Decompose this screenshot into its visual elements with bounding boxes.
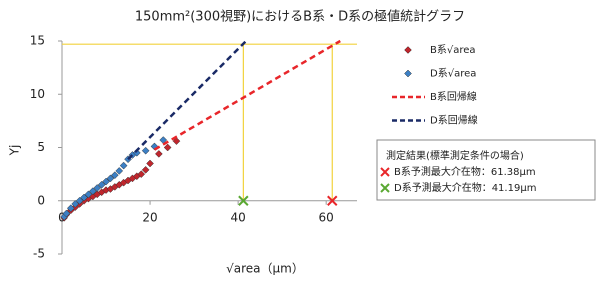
point (141, 166, 150, 174)
legend-swatch (404, 46, 412, 54)
point (106, 174, 115, 183)
y-tick-label: 5 (37, 140, 45, 154)
point (110, 171, 119, 180)
legend-label: B系回帰線 (430, 90, 477, 103)
x-tick-label: 60 (319, 211, 334, 225)
results-title: 測定結果(標準測定条件の場合) (386, 149, 524, 162)
x-tick-label: 40 (230, 211, 245, 225)
y-tick-label: 10 (30, 87, 45, 101)
point (163, 143, 172, 152)
predicted-marker (327, 195, 338, 206)
point (137, 170, 146, 178)
point (93, 184, 102, 192)
legend-label: D系√area (430, 68, 476, 80)
y-tick-label: 15 (30, 34, 45, 48)
point (97, 180, 106, 189)
point (88, 187, 97, 196)
predicted-marker (238, 195, 249, 206)
point (71, 200, 80, 208)
point (75, 196, 84, 205)
point (66, 204, 75, 213)
results-box (376, 139, 596, 201)
x-tick-label: 20 (142, 211, 157, 225)
point (80, 193, 88, 202)
result-text: D系予測最大介在物：41.19μm (394, 181, 536, 194)
x-axis-label: √area（μm） (226, 262, 304, 276)
legend-label: B系√area (430, 44, 476, 56)
y-tick-label: 0 (37, 193, 45, 207)
y-tick-label: -5 (33, 247, 45, 261)
point (119, 161, 128, 170)
point (150, 142, 159, 151)
regression-line (153, 39, 341, 151)
legend-label: D系回帰線 (430, 114, 478, 127)
point (155, 150, 163, 158)
point (62, 209, 71, 218)
legend-swatch (404, 69, 412, 78)
result-icon (380, 183, 390, 193)
point (115, 167, 124, 175)
regression-line (127, 40, 247, 161)
point (141, 146, 150, 155)
point (84, 190, 93, 199)
result-text: B系予測最大介在物：61.38μm (394, 165, 536, 178)
result-icon (380, 167, 390, 177)
point (172, 137, 181, 145)
point (102, 177, 110, 186)
point (146, 159, 154, 168)
y-axis-label: Yj (8, 145, 22, 157)
chart-title: 150mm²(300視野)におけるB系・D系の極値統計グラフ (135, 9, 465, 25)
